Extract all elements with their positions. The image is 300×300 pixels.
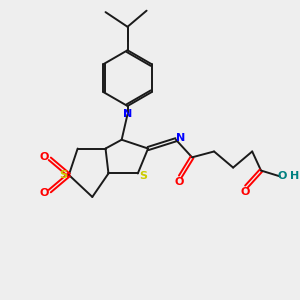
Text: N: N [123,109,132,119]
Text: O: O [278,171,287,181]
Text: O: O [40,188,49,197]
Text: S: S [139,171,147,182]
Text: N: N [176,133,185,143]
Text: O: O [40,152,49,162]
Text: S: S [60,170,68,180]
Text: O: O [240,187,250,197]
Text: H: H [290,171,299,181]
Text: O: O [174,177,184,187]
